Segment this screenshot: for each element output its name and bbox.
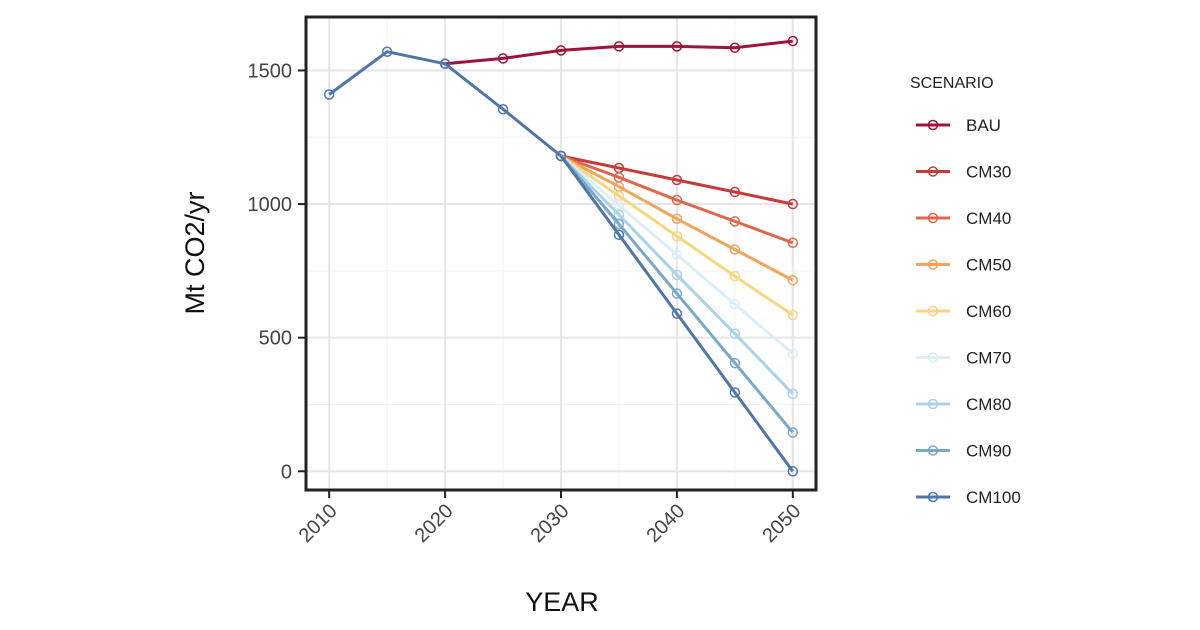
x-tick-label: 2010 bbox=[295, 500, 342, 547]
legend-item-cm90: CM90 bbox=[916, 442, 1011, 461]
legend-item-cm40: CM40 bbox=[916, 209, 1011, 228]
y-tick-label: 500 bbox=[259, 328, 292, 350]
series-cm50-point bbox=[671, 213, 683, 225]
series-cm30 bbox=[555, 150, 799, 210]
series-history-line bbox=[328, 50, 562, 158]
series-cm100-point bbox=[613, 229, 625, 241]
series-cm40 bbox=[555, 150, 799, 249]
series-cm50-point bbox=[729, 244, 741, 255]
series-cm70-line bbox=[560, 154, 794, 355]
series-history-point bbox=[381, 46, 393, 57]
series-bau-point bbox=[729, 42, 741, 53]
series-cm70-point bbox=[729, 299, 741, 310]
series-history-point bbox=[555, 150, 567, 162]
series-cm100-point bbox=[787, 466, 799, 477]
legend-label: CM70 bbox=[966, 349, 1011, 368]
legend-item-cm70: CM70 bbox=[916, 349, 1011, 368]
series-history-point bbox=[323, 89, 335, 100]
series-cm90-point bbox=[787, 427, 799, 438]
series-cm100-line bbox=[559, 155, 795, 473]
grid bbox=[306, 17, 816, 490]
legend-item-cm60: CM60 bbox=[916, 302, 1011, 321]
series-cm60-point bbox=[671, 230, 683, 242]
legend-item-cm100: CM100 bbox=[916, 488, 1021, 507]
series-cm60-line bbox=[560, 154, 794, 317]
series-cm30-point bbox=[729, 186, 741, 198]
legend-item-bau: BAU bbox=[916, 116, 1001, 135]
series-cm40-point bbox=[787, 237, 799, 249]
legend-marker bbox=[927, 491, 939, 503]
series-cm30-point bbox=[671, 174, 683, 186]
series-cm70-point bbox=[787, 348, 799, 359]
series-cm90-point bbox=[729, 357, 741, 369]
series-cm40-point bbox=[671, 194, 683, 206]
legend-label: CM40 bbox=[966, 209, 1011, 228]
legend-marker bbox=[927, 212, 939, 224]
y-tick-label: 0 bbox=[281, 461, 292, 483]
y-tick-label: 1500 bbox=[248, 60, 293, 82]
legend-label: CM50 bbox=[966, 256, 1011, 275]
series-cm60-point bbox=[729, 270, 741, 282]
series-bau-point bbox=[671, 41, 683, 52]
y-tick-label: 1000 bbox=[248, 194, 293, 216]
legend-item-cm30: CM30 bbox=[916, 163, 1011, 182]
series-history bbox=[323, 46, 567, 162]
series-bau-point bbox=[613, 41, 625, 52]
legend-marker bbox=[927, 166, 939, 177]
series-cm50-point bbox=[787, 274, 799, 286]
series-history-point bbox=[439, 58, 451, 70]
x-tick-label: 2050 bbox=[758, 500, 805, 547]
series-bau-point bbox=[497, 53, 509, 64]
series-cm100-point bbox=[671, 308, 683, 319]
legend-item-cm50: CM50 bbox=[916, 256, 1011, 275]
series-cm50-line bbox=[560, 154, 794, 282]
series-cm70-point bbox=[671, 249, 683, 261]
legend-label: CM90 bbox=[966, 442, 1011, 461]
series-bau-point bbox=[787, 35, 799, 47]
series-cm40-point bbox=[729, 216, 741, 227]
series-cm30-point bbox=[787, 198, 799, 210]
series-cm80-point bbox=[671, 269, 683, 281]
legend-label: CM60 bbox=[966, 302, 1011, 321]
x-tick-label: 2030 bbox=[527, 500, 574, 547]
legend-label: CM100 bbox=[966, 488, 1021, 507]
series-cm80-point bbox=[787, 388, 799, 400]
series-cm90-line bbox=[559, 155, 794, 434]
series-cm30-line bbox=[560, 154, 794, 206]
y-axis-title: Mt CO2/yr bbox=[180, 191, 210, 314]
series-cm80-line bbox=[559, 154, 794, 395]
series-cm90-point bbox=[613, 218, 625, 230]
legend-marker bbox=[927, 398, 939, 410]
x-tick-label: 2020 bbox=[411, 500, 458, 547]
x-tick-label: 2040 bbox=[642, 500, 689, 547]
x-axis-title: YEAR bbox=[525, 587, 599, 617]
legend-item-cm80: CM80 bbox=[916, 395, 1011, 414]
series-cm90-point bbox=[671, 288, 683, 299]
legend-marker bbox=[927, 119, 939, 131]
series-cm100-point bbox=[729, 387, 741, 398]
series-cm60-point bbox=[787, 309, 799, 321]
legend-title: SCENARIO bbox=[910, 75, 994, 92]
legend-marker bbox=[927, 352, 939, 363]
series-cm100 bbox=[555, 150, 799, 477]
legend: SCENARIO BAU CM30 CM40 CM50 CM60 CM70 CM80 CM90… bbox=[910, 75, 1021, 507]
legend-label: CM30 bbox=[966, 163, 1011, 182]
series-lines bbox=[323, 35, 799, 477]
legend-marker bbox=[927, 259, 939, 270]
series-cm80-point bbox=[729, 328, 741, 339]
series-history-point bbox=[497, 103, 509, 115]
series-cm40-line bbox=[560, 154, 794, 245]
series-bau-line bbox=[444, 39, 793, 66]
legend-marker bbox=[927, 445, 939, 456]
axis-ticks: 2010 2020 2030 2040 2050 0 500 1000 1500 bbox=[248, 60, 806, 547]
legend-marker bbox=[927, 305, 939, 317]
legend-label: BAU bbox=[966, 116, 1001, 135]
series-bau-point bbox=[555, 45, 567, 56]
legend-label: CM80 bbox=[966, 395, 1011, 414]
